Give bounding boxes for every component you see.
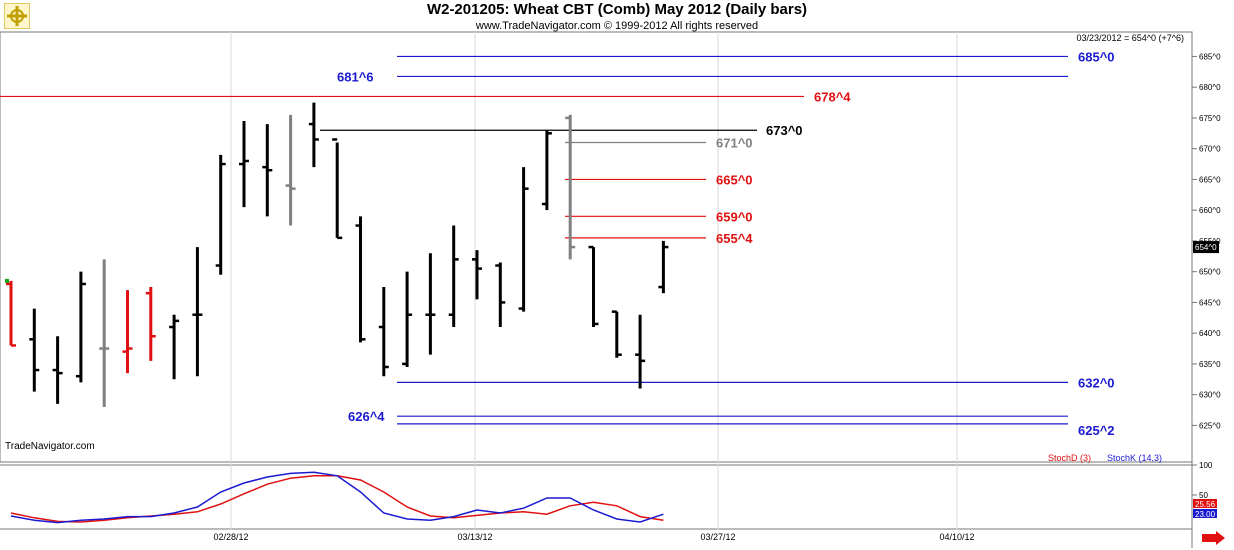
- level-label: 673^0: [766, 123, 803, 138]
- stochd-line: [10, 475, 664, 523]
- level-label: 626^4: [348, 409, 385, 424]
- stochd-last-label: 25.56: [1195, 500, 1216, 509]
- stochd-last-box: [1193, 499, 1217, 508]
- stochd-legend: StochD (3): [1048, 453, 1092, 463]
- y-tick-label: 625^0: [1199, 421, 1221, 430]
- stochk-last-box: [1193, 509, 1217, 518]
- level-label: 678^4: [814, 89, 851, 104]
- y-tick-label: 635^0: [1199, 360, 1221, 369]
- y-tick-label: 640^0: [1199, 329, 1221, 338]
- first-bar-marker: [5, 278, 9, 283]
- y-tick-label: 645^0: [1199, 298, 1221, 307]
- level-label: 681^6: [337, 69, 374, 84]
- level-label: 671^0: [716, 136, 753, 151]
- osc-y-tick-label: 100: [1199, 461, 1213, 470]
- trade-navigator-logo-icon: [3, 2, 31, 30]
- last-price-label: 654^0: [1195, 243, 1217, 252]
- last-price-box: [1193, 241, 1219, 254]
- y-tick-label: 680^0: [1199, 83, 1221, 92]
- x-tick-label: 03/13/12: [457, 532, 492, 542]
- y-tick-label: 630^0: [1199, 391, 1221, 400]
- stochk-last-label: 23.00: [1195, 510, 1216, 519]
- level-label: 685^0: [1078, 49, 1115, 64]
- y-tick-label: 675^0: [1199, 114, 1221, 123]
- level-label: 665^0: [716, 172, 753, 187]
- chart-title: W2-201205: Wheat CBT (Comb) May 2012 (Da…: [426, 1, 808, 18]
- y-tick-label: 650^0: [1199, 268, 1221, 277]
- level-label: 659^0: [716, 209, 753, 224]
- last-price-status: 03/23/2012 = 654^0 (+7^6): [1076, 33, 1184, 43]
- y-tick-label: 685^0: [1199, 52, 1221, 61]
- x-tick-label: 02/28/12: [213, 532, 248, 542]
- copyright-line: www.TradeNavigator.com © 1999-2012 All r…: [475, 20, 759, 32]
- watermark: TradeNavigator.com: [5, 441, 95, 452]
- x-tick-label: 03/27/12: [700, 532, 735, 542]
- level-label: 655^4: [716, 231, 753, 246]
- level-label: 625^2: [1078, 423, 1115, 438]
- y-tick-label: 670^0: [1199, 145, 1221, 154]
- scroll-right-arrow-icon[interactable]: [1200, 531, 1226, 545]
- stochk-legend: StochK (14,3): [1107, 453, 1163, 463]
- y-tick-label: 665^0: [1199, 175, 1221, 184]
- x-tick-label: 04/10/12: [939, 532, 974, 542]
- stochk-line: [10, 471, 664, 524]
- level-label: 632^0: [1078, 375, 1115, 390]
- y-tick-label: 660^0: [1199, 206, 1221, 215]
- osc-y-tick-label: 50: [1199, 491, 1208, 500]
